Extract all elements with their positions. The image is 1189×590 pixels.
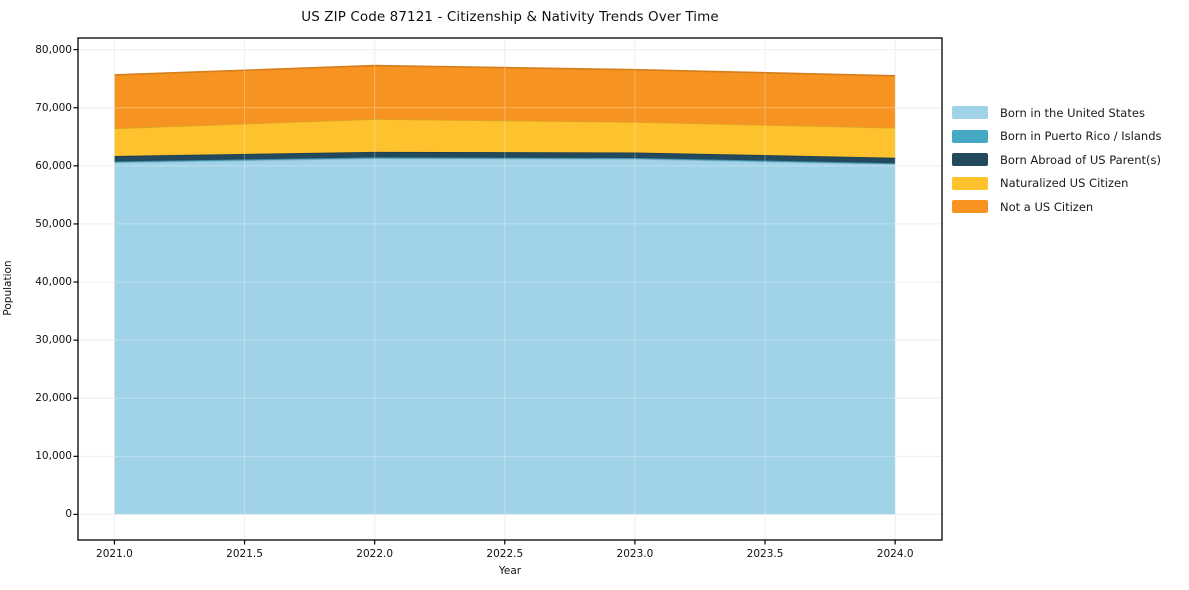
legend-swatch	[952, 176, 988, 190]
y-tick-label: 50,000	[35, 217, 72, 230]
x-tick-label: 2022.0	[356, 548, 394, 560]
legend-swatch	[952, 200, 988, 214]
legend-label: Not a US Citizen	[1000, 199, 1094, 214]
x-tick-label: 2021.5	[226, 548, 263, 560]
x-tick-label: 2021.0	[96, 548, 133, 560]
y-axis-label: Population	[2, 260, 14, 316]
x-tick-label: 2022.5	[486, 548, 524, 560]
y-tick-label: 30,000	[35, 334, 72, 347]
y-tick-label: 60,000	[35, 159, 72, 172]
legend-label: Naturalized US Citizen	[1000, 176, 1129, 191]
legend-item: Not a US Citizen	[952, 195, 1162, 219]
x-axis-label: Year	[498, 565, 522, 577]
legend-label: Born in Puerto Rico / Islands	[1000, 129, 1162, 144]
legend-item: Naturalized US Citizen	[952, 172, 1162, 196]
legend-label: Born in the United States	[1000, 105, 1145, 120]
y-tick-label: 40,000	[35, 276, 72, 289]
legend-swatch	[952, 129, 988, 143]
legend-label: Born Abroad of US Parent(s)	[1000, 152, 1161, 167]
x-tick-label: 2024.0	[876, 548, 914, 560]
legend-item: Born in Puerto Rico / Islands	[952, 125, 1162, 149]
y-tick-label: 70,000	[35, 101, 72, 114]
y-tick-label: 20,000	[35, 392, 72, 405]
legend-swatch	[952, 106, 988, 120]
legend-item: Born in the United States	[952, 101, 1162, 125]
chart-title: US ZIP Code 87121 - Citizenship & Nativi…	[301, 9, 719, 25]
y-tick-label: 10,000	[35, 450, 72, 463]
y-tick-label: 0	[65, 508, 72, 521]
y-tick-label: 80,000	[35, 43, 72, 56]
legend: Born in the United States Born in Puerto…	[952, 101, 1162, 219]
x-tick-label: 2023.5	[746, 548, 784, 560]
legend-swatch	[952, 153, 988, 167]
x-tick-label: 2023.0	[616, 548, 654, 560]
legend-item: Born Abroad of US Parent(s)	[952, 148, 1162, 172]
